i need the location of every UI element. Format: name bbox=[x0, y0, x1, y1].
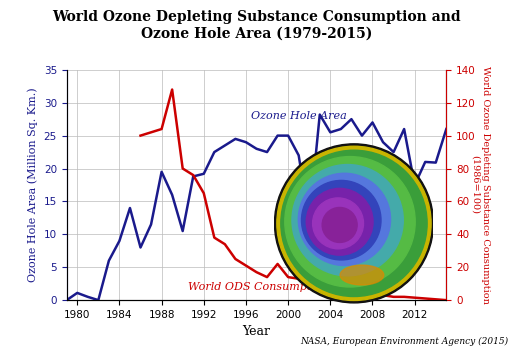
Circle shape bbox=[281, 150, 427, 297]
Ellipse shape bbox=[340, 265, 384, 285]
Y-axis label: World Ozone Depleting Substance Consumption
(1986=100): World Ozone Depleting Substance Consumpt… bbox=[470, 66, 490, 304]
Text: World Ozone Depleting Substance Consumption and
Ozone Hole Area (1979-2015): World Ozone Depleting Substance Consumpt… bbox=[52, 10, 461, 41]
Text: NASA, European Environment Agency (2015): NASA, European Environment Agency (2015) bbox=[300, 336, 508, 346]
Circle shape bbox=[285, 157, 415, 287]
Y-axis label: Ozone Hole Area (Million Sq. Km.): Ozone Hole Area (Million Sq. Km.) bbox=[28, 88, 38, 282]
Circle shape bbox=[277, 146, 431, 300]
Circle shape bbox=[299, 173, 390, 266]
Circle shape bbox=[306, 188, 373, 255]
Text: World ODS Consumption: World ODS Consumption bbox=[188, 282, 329, 292]
Circle shape bbox=[302, 180, 381, 260]
Circle shape bbox=[292, 164, 403, 276]
Text: Ozone Hole Area: Ozone Hole Area bbox=[251, 111, 347, 121]
Circle shape bbox=[274, 144, 433, 303]
X-axis label: Year: Year bbox=[243, 325, 270, 339]
Circle shape bbox=[322, 207, 357, 243]
Circle shape bbox=[312, 198, 364, 249]
